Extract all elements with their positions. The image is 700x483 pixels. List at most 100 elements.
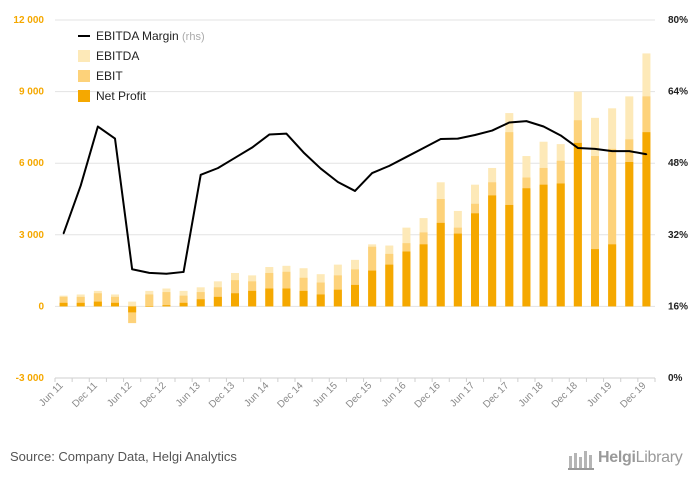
source-note: Source: Company Data, Helgi Analytics	[10, 449, 237, 464]
legend-label: EBITDA Margin	[96, 29, 179, 43]
point-ebitda-margin	[628, 150, 631, 152]
x-tick-label: Dec 12	[138, 380, 168, 410]
point-ebitda-margin	[79, 184, 82, 187]
y-right-tick-label: 48%	[668, 158, 688, 169]
bar-ebit	[93, 293, 102, 307]
point-ebitda-margin	[251, 146, 253, 149]
bar-net-profit	[282, 288, 291, 307]
bar-ebit	[591, 156, 599, 307]
point-ebitda-margin	[645, 153, 648, 156]
point-ebitda-margin	[508, 121, 511, 124]
y-left-tick-label: -3 000	[16, 373, 45, 384]
x-tick-label: Jun 12	[105, 380, 134, 409]
y-left-tick-label: 6 000	[19, 158, 44, 169]
bar-net-profit	[385, 264, 394, 307]
bar-net-profit	[573, 142, 582, 307]
point-ebitda-margin	[285, 132, 288, 135]
bar-net-profit	[76, 302, 85, 307]
bar-net-profit	[162, 305, 171, 307]
logo-light: Library	[635, 449, 683, 466]
bar-net-profit	[196, 299, 205, 307]
logo-wordmark: HelgiLibrary	[598, 449, 683, 467]
y-left-tick-label: 12 000	[13, 15, 44, 26]
logo-bold: Helgi	[598, 449, 636, 466]
x-tick-label: Jun 16	[380, 380, 409, 409]
y-left-tick-label: 3 000	[19, 230, 44, 241]
bar-ebitda	[128, 301, 137, 307]
bar-net-profit	[591, 249, 599, 307]
bar-net-profit	[316, 294, 325, 307]
x-tick-label: Dec 18	[550, 380, 580, 410]
bar-net-profit	[145, 306, 154, 307]
point-ebitda-margin	[474, 134, 476, 136]
bar-ebit	[76, 296, 85, 307]
x-tick-label: Dec 19	[618, 380, 648, 410]
point-ebitda-margin	[97, 125, 99, 128]
bar-net-profit	[179, 302, 188, 307]
point-ebitda-margin	[422, 147, 425, 149]
point-ebitda-margin	[165, 272, 168, 275]
y-right-tick-label: 32%	[668, 230, 688, 241]
point-ebitda-margin	[371, 172, 373, 174]
bar-net-profit	[93, 301, 102, 307]
point-ebitda-margin	[405, 156, 408, 158]
point-ebitda-margin	[542, 125, 545, 128]
point-ebitda-margin	[114, 137, 116, 140]
bar-net-profit	[265, 288, 274, 307]
point-ebitda-margin	[182, 271, 185, 273]
point-ebitda-margin	[131, 268, 133, 271]
point-ebitda-margin	[199, 174, 202, 176]
bar-ebit	[145, 294, 154, 307]
bar-net-profit	[539, 184, 548, 307]
x-tick-label: Jun 13	[174, 380, 203, 409]
bar-net-profit	[556, 183, 565, 307]
bar-net-profit	[333, 289, 342, 307]
bar-net-profit	[471, 213, 479, 307]
legend-label: Net Profit	[96, 89, 147, 103]
point-ebitda-margin	[268, 133, 271, 136]
point-ebitda-margin	[577, 147, 579, 149]
bar-net-profit	[351, 284, 359, 307]
bar-net-profit	[368, 270, 377, 307]
bar-net-profit	[231, 293, 239, 307]
y-right-tick-label: 80%	[668, 15, 688, 26]
x-tick-label: Jun 15	[311, 380, 340, 409]
point-ebitda-margin	[388, 165, 391, 167]
bar-net-profit	[402, 251, 411, 307]
x-tick-label: Dec 17	[481, 380, 511, 410]
helgi-library-logo: HelgiLibrary	[568, 448, 692, 470]
bar-net-profit	[608, 244, 617, 307]
bar-net-profit	[248, 290, 257, 307]
y-left-tick-label: 9 000	[19, 87, 44, 98]
point-ebitda-margin	[559, 134, 562, 137]
bar-net-profit	[111, 302, 119, 307]
x-tick-label: Jun 18	[517, 380, 546, 409]
point-ebitda-margin	[491, 129, 493, 132]
bar-net-profit	[59, 302, 68, 307]
point-ebitda-margin	[148, 272, 151, 274]
legend-swatch	[78, 90, 90, 102]
y-left-tick-label: 0	[38, 301, 44, 312]
point-ebitda-margin	[337, 181, 339, 183]
point-ebitda-margin	[319, 167, 322, 170]
x-tick-label: Jun 17	[448, 380, 477, 409]
x-tick-label: Jun 19	[585, 380, 614, 409]
bar-net-profit	[213, 296, 222, 307]
library-logo-icon	[568, 451, 594, 470]
point-ebitda-margin	[354, 190, 356, 192]
legend-label: EBIT	[96, 69, 123, 83]
bar-net-profit	[436, 222, 445, 307]
bar-net-profit	[522, 188, 531, 307]
point-ebitda-margin	[217, 167, 219, 169]
bar-net-profit	[453, 233, 462, 307]
point-ebitda-margin	[62, 232, 65, 235]
bar-net-profit	[505, 204, 514, 307]
bar-ebit	[59, 296, 68, 307]
bar-ebit	[162, 292, 171, 307]
legend-label: EBITDA	[96, 49, 139, 63]
bar-net-profit	[488, 195, 497, 307]
x-tick-label: Jun 11	[37, 380, 66, 409]
bar-net-profit	[642, 132, 651, 307]
